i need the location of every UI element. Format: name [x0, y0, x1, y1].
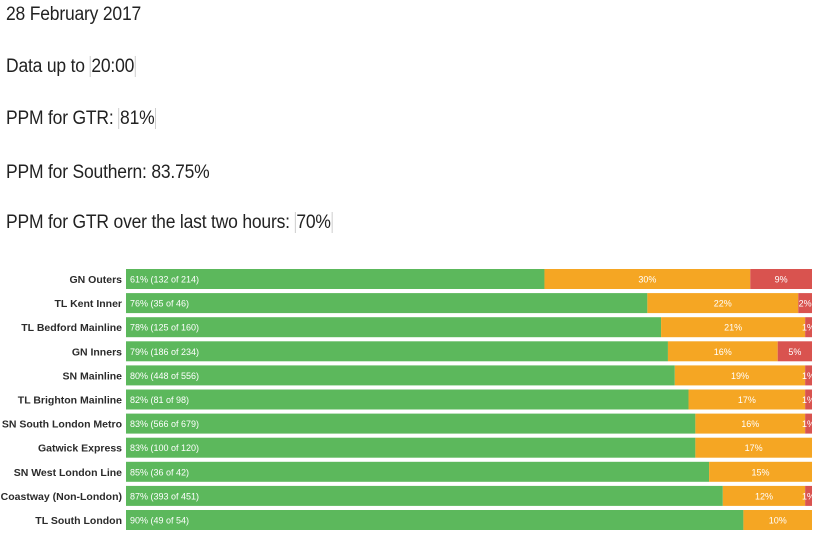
very-late-bar [805, 413, 812, 434]
southern-ppm-line: PPM for Southern: 83.75% [6, 162, 210, 183]
row-label: TL Bedford Mainline [21, 322, 122, 334]
row-label: SN Mainline [62, 370, 122, 382]
late-value-label: 19% [731, 371, 749, 381]
on-time-value-label: 82% (81 of 98) [130, 395, 189, 405]
on-time-bar [126, 413, 696, 434]
very-late-value-label: 1% [802, 491, 815, 501]
on-time-bar [126, 293, 648, 314]
late-value-label: 10% [769, 516, 787, 526]
late-value-label: 30% [638, 275, 656, 285]
on-time-bar [126, 437, 696, 458]
very-late-bar [805, 389, 812, 410]
row-label: TL Kent Inner [55, 298, 122, 310]
on-time-value-label: 79% (186 of 234) [130, 347, 199, 357]
late-bar [709, 461, 812, 482]
late-bar [544, 269, 751, 289]
two-hours-ppm-value: 70% [294, 212, 333, 233]
on-time-value-label: 76% (35 of 46) [130, 299, 189, 309]
late-value-label: 21% [724, 323, 742, 333]
gtr-ppm-prefix: PPM for GTR: [6, 108, 119, 129]
late-value-label: 16% [714, 347, 732, 357]
row-label: TL South London [35, 515, 122, 527]
late-bar [661, 317, 806, 338]
on-time-value-label: 80% (448 of 556) [130, 371, 199, 381]
on-time-bar [126, 485, 723, 506]
late-bar [647, 293, 799, 314]
on-time-value-label: 87% (393 of 451) [130, 491, 199, 501]
very-late-bar [798, 293, 812, 314]
on-time-bar [126, 341, 668, 362]
very-late-value-label: 1% [802, 323, 815, 333]
late-value-label: 17% [738, 395, 756, 405]
late-value-label: 17% [745, 443, 763, 453]
late-bar [667, 341, 778, 362]
very-late-value-label: 1% [802, 395, 815, 405]
late-bar [695, 413, 806, 434]
on-time-bar [126, 389, 689, 410]
gtr-ppm-line: PPM for GTR: 81% [6, 108, 157, 130]
on-time-value-label: 90% (49 of 54) [130, 516, 189, 526]
on-time-value-label: 61% (132 of 214) [130, 275, 199, 285]
on-time-bar [126, 269, 545, 289]
row-label: SN Coastway (Non-London) [0, 491, 122, 503]
on-time-value-label: 85% (36 of 42) [130, 467, 189, 477]
very-late-value-label: 9% [775, 275, 788, 285]
on-time-value-label: 83% (566 of 679) [130, 419, 199, 429]
late-value-label: 22% [714, 299, 732, 309]
late-bar [743, 510, 812, 530]
on-time-bar [126, 365, 675, 386]
two-hours-ppm-line: PPM for GTR over the last two hours: 70% [6, 212, 333, 234]
very-late-value-label: 2% [799, 299, 812, 309]
very-late-bar [777, 341, 812, 362]
late-value-label: 16% [741, 419, 759, 429]
row-label: Gatwick Express [38, 443, 122, 455]
very-late-value-label: 5% [788, 347, 801, 357]
very-late-bar [805, 485, 812, 506]
on-time-bar [126, 510, 744, 530]
report-date: 28 February 2017 [6, 4, 142, 25]
two-hours-ppm-prefix: PPM for GTR over the last two hours: [6, 212, 295, 233]
very-late-bar [750, 269, 812, 289]
row-label: SN West London Line [14, 467, 122, 479]
row-label: SN South London Metro [2, 419, 122, 431]
very-late-bar [805, 317, 812, 338]
late-value-label: 15% [752, 467, 770, 477]
data-time-value: 20:00 [89, 56, 136, 77]
late-bar [722, 485, 806, 506]
very-late-value-label: 1% [802, 419, 815, 429]
late-bar [674, 365, 806, 386]
data-time-prefix: Data up to [6, 56, 90, 77]
very-late-bar [805, 365, 812, 386]
on-time-bar [126, 317, 662, 338]
late-value-label: 12% [755, 491, 773, 501]
row-label: GN Inners [72, 346, 122, 358]
on-time-value-label: 83% (100 of 120) [130, 443, 199, 453]
very-late-value-label: 1% [802, 371, 815, 381]
on-time-bar [126, 461, 710, 482]
on-time-value-label: 78% (125 of 160) [130, 323, 199, 333]
gtr-ppm-value: 81% [118, 108, 157, 129]
late-bar [695, 437, 812, 458]
data-time-line: Data up to 20:00 [6, 56, 136, 78]
row-label: TL Brighton Mainline [18, 395, 122, 407]
late-bar [688, 389, 806, 410]
row-label: GN Outers [69, 274, 122, 286]
